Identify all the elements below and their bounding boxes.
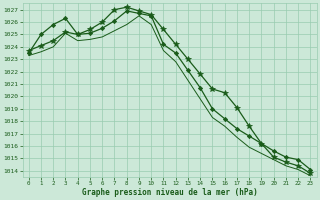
- X-axis label: Graphe pression niveau de la mer (hPa): Graphe pression niveau de la mer (hPa): [82, 188, 258, 197]
